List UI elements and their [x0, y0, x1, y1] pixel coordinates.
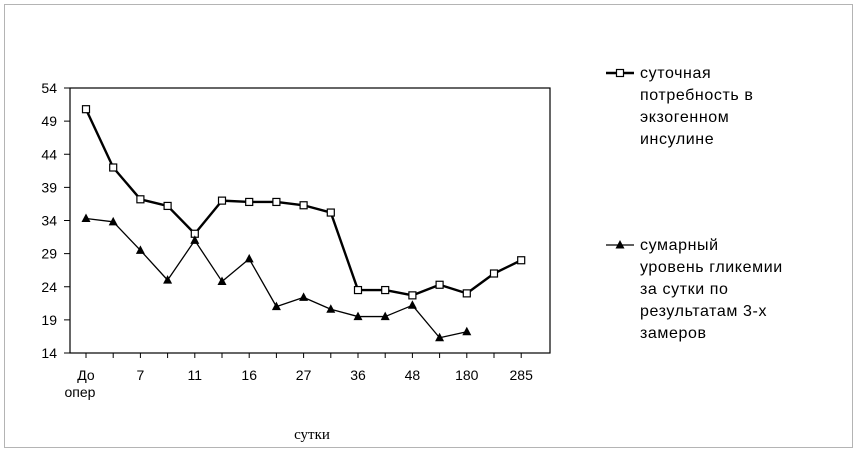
- y-tick-label: 24: [41, 279, 57, 295]
- x-tick-label: 27: [296, 367, 312, 383]
- legend-marker: [615, 240, 625, 249]
- legend-label: результатам 3-х: [640, 303, 767, 320]
- legend-label: сумарный: [640, 237, 719, 254]
- data-point: [217, 196, 227, 205]
- data-point: [299, 292, 309, 301]
- x-tick-label: 7: [137, 367, 145, 383]
- data-point: [381, 285, 390, 295]
- legend-entry-2: сумарный уровень гликемии за сутки по резул…: [606, 237, 783, 342]
- legend-label: замеров: [640, 325, 707, 342]
- data-point: [435, 332, 445, 342]
- legend-label: потребность в: [640, 87, 753, 104]
- legend-label: суточная: [640, 65, 711, 82]
- y-tick-label: 34: [41, 213, 57, 229]
- data-point: [271, 301, 281, 311]
- y-tick-label: 19: [41, 312, 57, 328]
- x-tick-label: 180: [455, 367, 479, 383]
- chart-frame: [4, 4, 853, 448]
- data-point: [326, 208, 335, 217]
- data-point: [244, 253, 254, 263]
- data-point: [299, 201, 308, 210]
- data-point: [109, 163, 118, 172]
- data-point: [489, 269, 499, 278]
- y-axis: 14 19 24 29 34 39 44 49 54: [41, 80, 70, 361]
- series-1: [81, 105, 526, 300]
- data-point: [353, 311, 363, 321]
- x-tick-label: опер: [65, 384, 96, 400]
- data-point: [517, 256, 526, 265]
- y-tick-label: 44: [41, 146, 57, 162]
- data-point: [245, 197, 254, 207]
- plot-area: [69, 87, 551, 354]
- legend-marker: [615, 68, 625, 78]
- legend-entry-1: суточная потребность в экзогенном инсулине: [606, 65, 753, 148]
- y-tick-label: 39: [41, 179, 57, 195]
- data-point: [380, 311, 390, 321]
- legend-label: инсулине: [640, 131, 714, 148]
- y-tick-label: 49: [41, 113, 57, 129]
- data-point: [108, 216, 118, 226]
- axes: [69, 87, 551, 354]
- data-point: [81, 105, 91, 114]
- data-point: [462, 326, 472, 336]
- data-point: [407, 300, 417, 309]
- series-2: [81, 213, 472, 342]
- data-point: [408, 291, 417, 300]
- data-point: [462, 289, 471, 298]
- series-line: [85, 217, 467, 339]
- x-axis-title: сутки: [294, 427, 330, 443]
- legend-label: уровень гликемии: [640, 259, 783, 276]
- data-point: [272, 197, 281, 207]
- data-point: [135, 245, 145, 254]
- x-tick-label: 11: [188, 367, 203, 383]
- data-point: [435, 280, 444, 289]
- data-point: [81, 213, 91, 223]
- legend-label: за сутки по: [640, 281, 729, 298]
- data-point: [326, 304, 336, 313]
- x-tick-label: 48: [405, 367, 421, 383]
- y-tick-label: 54: [41, 80, 57, 96]
- x-tick-label: 36: [350, 367, 366, 383]
- data-point: [353, 285, 363, 295]
- data-point: [163, 275, 173, 284]
- data-point: [136, 195, 145, 204]
- data-point: [217, 276, 227, 285]
- x-tick-label: До: [77, 367, 95, 383]
- data-point: [190, 235, 200, 244]
- x-tick-label: 285: [510, 367, 534, 383]
- x-tick-label: 16: [241, 367, 257, 383]
- y-tick-label: 29: [41, 246, 57, 262]
- legend-label: экзогенном: [640, 109, 729, 126]
- series-layer: [81, 105, 526, 342]
- y-tick-label: 14: [41, 345, 57, 361]
- data-point: [163, 201, 172, 211]
